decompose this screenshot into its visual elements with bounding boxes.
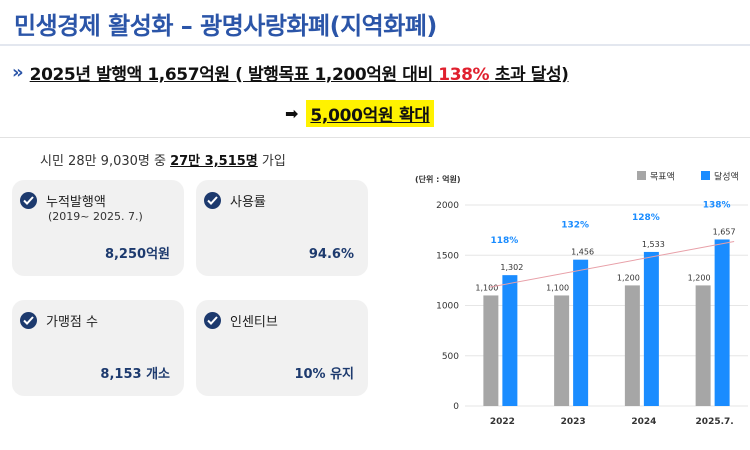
check-circle-icon [204, 192, 221, 209]
section-divider [0, 137, 750, 138]
bar-chart: (단위 : 억원) 목표액 달성액 0 500 1000 1500 2000 1,100 1,30… [415, 160, 750, 450]
rate-label: 132% [561, 221, 589, 231]
x-tick-label: 2023 [561, 417, 586, 427]
card-value: 8,250억원 [104, 247, 170, 262]
card-label: 누적발행액 [46, 195, 106, 210]
chart-unit-label: (단위 : 억원) [415, 174, 461, 184]
x-tick-label: 2024 [631, 417, 656, 427]
citizens-stat: 시민 28만 9,030명 중 27만 3,515명 가입 [40, 150, 286, 169]
target-text: 5,000억원 확대 [306, 100, 434, 127]
headline-text: 2025년 발행액 1,657억원 ( 발행목표 1,200억원 대비 138%… [30, 60, 569, 85]
card-value: 94.6% [308, 247, 354, 262]
bar-chart-svg: (단위 : 억원) 목표액 달성액 0 500 1000 1500 2000 1,100 1,30… [415, 171, 748, 427]
y-tick-label: 2000 [436, 201, 459, 211]
bar [573, 259, 589, 406]
card-cumulative-issuance: 누적발행액 (2019~ 2025. 7.) 8,250억원 [12, 180, 184, 276]
target-line: ➡ 5,000억원 확대 [285, 100, 434, 127]
x-tick-label: 2022 [490, 417, 515, 427]
card-sub: (2019~ 2025. 7.) [48, 210, 143, 223]
headline-suffix: 초과 달성) [489, 64, 569, 85]
bar [643, 251, 659, 406]
rate-label: 118% [490, 236, 518, 246]
bar [695, 285, 711, 406]
citizens-suffix: 가입 [257, 154, 286, 169]
page-title: 민생경제 활성화 – 광명사랑화폐(지역화폐) [14, 12, 437, 40]
data-label: 1,657 [713, 227, 736, 236]
card-label: 가맹점 수 [46, 315, 98, 330]
bar [554, 295, 570, 406]
data-label: 1,302 [500, 263, 523, 272]
y-tick-label: 1500 [436, 251, 459, 261]
bar [624, 285, 640, 406]
data-label: 1,533 [642, 240, 665, 249]
bar [502, 275, 518, 406]
legend-swatch [637, 171, 646, 180]
rate-label: 128% [632, 213, 660, 223]
legend-label: 달성액 [714, 171, 739, 183]
bar [714, 239, 730, 406]
double-chevron-right-icon: » [12, 61, 24, 83]
data-label: 1,100 [475, 283, 498, 292]
card-value: 8,153 개소 [100, 367, 170, 382]
data-label: 1,456 [571, 248, 594, 257]
card-usage-rate: 사용률 94.6% [196, 180, 368, 276]
card-value: 10% 유지 [294, 367, 354, 382]
citizens-prefix: 시민 28만 9,030명 중 [40, 154, 171, 169]
check-circle-icon [204, 312, 221, 329]
legend-swatch [701, 171, 710, 180]
y-tick-label: 1000 [436, 302, 459, 312]
card-label: 인센티브 [230, 315, 278, 330]
data-label: 1,200 [688, 273, 711, 282]
data-label: 1,200 [617, 273, 640, 282]
card-merchants: 가맹점 수 8,153 개소 [12, 300, 184, 396]
citizens-bold: 27만 3,515명 [170, 154, 258, 169]
arrow-right-icon: ➡ [285, 104, 299, 123]
title-divider [0, 44, 750, 46]
legend-label: 목표액 [650, 171, 675, 183]
headline: » 2025년 발행액 1,657억원 ( 발행목표 1,200억원 대비 13… [12, 58, 569, 86]
y-tick-label: 0 [453, 402, 459, 412]
card-label: 사용률 [230, 195, 266, 210]
headline-prefix: 2025년 발행액 1,657억원 ( 발행목표 1,200억원 대비 [29, 64, 439, 85]
card-incentive: 인센티브 10% 유지 [196, 300, 368, 396]
title-bar: 민생경제 활성화 – 광명사랑화폐(지역화폐) [0, 0, 750, 44]
check-circle-icon [20, 312, 37, 329]
data-label: 1,100 [546, 283, 569, 292]
bar [483, 295, 499, 406]
headline-highlight: 138% [438, 64, 490, 85]
check-circle-icon [20, 192, 37, 209]
rate-label: 138% [703, 200, 731, 210]
y-tick-label: 500 [442, 352, 459, 362]
trend-line [489, 240, 735, 288]
x-tick-label: 2025.7. [696, 417, 734, 427]
